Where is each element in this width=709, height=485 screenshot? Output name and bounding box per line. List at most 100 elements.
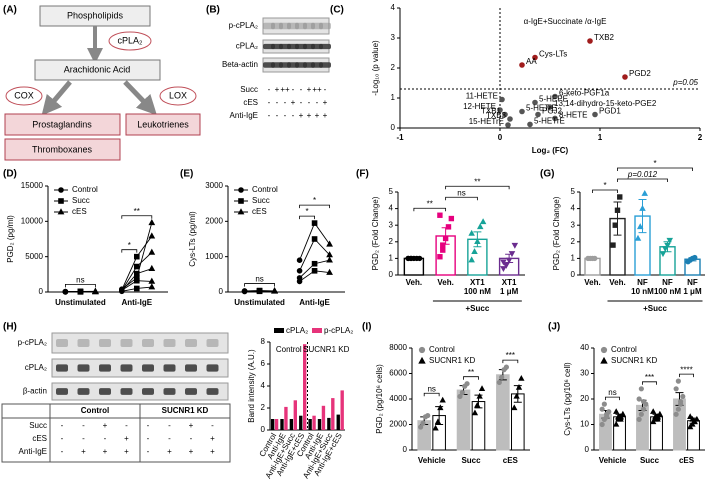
legend-label: cPLA₂ xyxy=(286,326,308,335)
treatment-sign: - xyxy=(147,447,150,456)
sig-bracket xyxy=(463,376,479,380)
data-point xyxy=(592,255,598,262)
data-point xyxy=(471,248,478,255)
band xyxy=(120,364,133,372)
panel-label: (B) xyxy=(206,5,220,16)
bar xyxy=(280,419,284,430)
data-point xyxy=(532,99,538,106)
sig-label: ns xyxy=(457,188,465,197)
x-tick-label: 10 nM xyxy=(631,287,654,296)
sig-label: **** xyxy=(680,365,692,374)
data-point xyxy=(434,418,442,425)
sig-bracket xyxy=(413,207,447,212)
treatment-sign: - xyxy=(147,434,150,443)
treatment-sign: + xyxy=(210,434,215,443)
data-point xyxy=(666,237,674,244)
treatment-sign: - xyxy=(125,421,128,430)
y-tick-label: 0 xyxy=(403,445,408,454)
treatment-sign: - xyxy=(168,434,171,443)
y-axis-label: PGD₂ (Fold Change) xyxy=(552,196,561,270)
y-tick-label: 4 xyxy=(261,381,266,390)
band xyxy=(163,364,176,372)
data-point xyxy=(418,424,424,430)
data-point xyxy=(77,289,84,295)
y-tick-label: 2 xyxy=(261,403,266,412)
node: Leukotrienes xyxy=(137,119,189,129)
x-tick-label: Veh. xyxy=(609,278,625,287)
treatment-label: Succ xyxy=(29,421,47,430)
legend-label: SUCNR1 KD xyxy=(429,356,475,365)
data-point xyxy=(134,263,140,270)
data-point xyxy=(241,288,248,295)
sig-bracket xyxy=(605,396,620,401)
sig-label: * xyxy=(128,241,131,250)
x-tick-label: Succ xyxy=(640,456,660,465)
data-point xyxy=(134,270,140,277)
data-point xyxy=(613,408,620,414)
sig-label: ** xyxy=(468,368,474,377)
treatment-sign: + xyxy=(323,98,328,107)
bar xyxy=(293,400,297,430)
data-point xyxy=(134,285,140,292)
treatment-sign: - xyxy=(284,111,287,120)
data-point xyxy=(673,411,679,417)
band xyxy=(319,62,331,68)
x-tick-label: XT1 xyxy=(470,278,485,287)
treatment-sign: + xyxy=(124,447,129,456)
bar xyxy=(336,414,340,430)
point-label: 13,14-dihydro-15-keto-PGE2 xyxy=(554,99,657,108)
bar xyxy=(270,419,275,430)
data-point xyxy=(471,409,479,416)
data-point xyxy=(440,242,446,248)
point-label: 8-HETE xyxy=(559,111,587,120)
treatment-label: Succ xyxy=(240,85,258,94)
y-tick-label: 2 xyxy=(389,237,394,246)
point-label: TXB3 xyxy=(486,111,507,120)
chart-title: α-IgE+Succinate /α-IgE xyxy=(524,17,607,26)
data-point xyxy=(592,111,598,118)
y-axis-label: PGD₂ (Fold Change) xyxy=(371,196,380,270)
y-tick-label: 5 xyxy=(571,187,576,196)
panel-label: (D) xyxy=(3,169,17,180)
sig-label: * xyxy=(653,159,656,168)
data-point xyxy=(311,268,318,274)
sig-label: * xyxy=(306,207,309,216)
panel-a: (A) Phospholipids cPLA₂ Arachidonic Acid… xyxy=(3,5,201,161)
y-tick-label: 2000 xyxy=(389,420,407,429)
data-point xyxy=(500,266,507,273)
sig-label: ** xyxy=(427,199,433,208)
band xyxy=(77,364,90,372)
treatment-sign: + xyxy=(81,447,86,456)
band xyxy=(56,339,68,347)
x-tick-label: Anti-IgE xyxy=(299,298,330,307)
node: cPLA₂ xyxy=(117,35,143,45)
point-label: AA xyxy=(526,57,537,66)
treatment-sign: + xyxy=(323,111,328,120)
data-point xyxy=(420,420,426,426)
data-point xyxy=(601,401,607,407)
bar xyxy=(340,390,344,430)
data-point xyxy=(437,212,443,218)
band xyxy=(142,364,154,372)
treatment-label: Anti-IgE xyxy=(230,111,258,120)
data-point xyxy=(474,238,481,245)
data-point xyxy=(535,111,541,118)
bar xyxy=(317,419,322,430)
bar xyxy=(331,398,335,430)
sig-label: ns xyxy=(608,388,616,397)
data-point xyxy=(442,235,449,242)
data-point xyxy=(617,415,624,422)
y-tick-label: 1000 xyxy=(205,252,223,261)
x-tick-label: Veh. xyxy=(406,278,422,287)
x-tick-label: NF xyxy=(662,278,673,287)
y-tick-label: 0 xyxy=(389,270,394,279)
data-point xyxy=(440,247,446,253)
sig-bracket xyxy=(65,283,96,288)
treatment-sign: - xyxy=(82,421,85,430)
band xyxy=(142,388,154,395)
sig-label: ** xyxy=(474,177,480,186)
data-point xyxy=(148,277,156,284)
node: Prostaglandins xyxy=(32,119,92,129)
panel-label: (I) xyxy=(362,322,371,333)
y-tick-label: 2000 xyxy=(205,216,223,225)
